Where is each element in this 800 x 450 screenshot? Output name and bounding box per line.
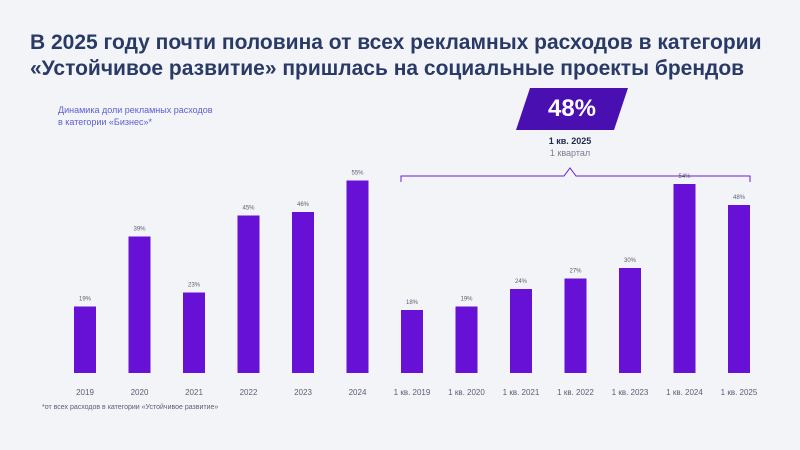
value-label-3: 45% [242, 206, 255, 212]
bar-6 [401, 310, 423, 373]
value-label-7: 19% [460, 297, 473, 303]
value-label-10: 30% [624, 258, 637, 264]
value-label-4: 46% [297, 202, 310, 208]
bar-9 [564, 278, 587, 373]
bar-7 [455, 306, 478, 373]
bar-3 [237, 215, 260, 373]
title-line-2: «Устойчивое развитие» пришлась на социал… [30, 57, 745, 80]
x-tick-label-12: 1 кв. 2025 [721, 388, 758, 397]
value-label-9: 27% [569, 269, 582, 275]
bar-5 [346, 180, 369, 373]
value-label-2: 23% [188, 283, 201, 289]
value-label-6: 18% [406, 300, 419, 306]
x-tick-label-0: 2019 [76, 388, 94, 397]
bar-8 [510, 289, 532, 373]
callout-label: 1 кв. 2025 [548, 136, 592, 146]
callout-badge: 48% [516, 88, 628, 130]
x-tick-label-10: 1 кв. 2023 [612, 388, 649, 397]
bar-10 [619, 268, 641, 373]
chart-subtitle: Динамика доли рекламных расходов в катег… [58, 104, 278, 128]
bar-2 [183, 292, 205, 373]
bracket-line [400, 167, 751, 182]
page-title: В 2025 году почти половина от всех рекла… [30, 30, 770, 82]
value-label-12: 48% [733, 195, 746, 201]
x-tick-label-1: 2020 [131, 388, 149, 397]
bar-12 [728, 205, 750, 373]
x-tick-label-3: 2022 [240, 388, 258, 397]
quarter-bracket [400, 167, 751, 182]
bars [74, 180, 750, 373]
subtitle-line-2: в категории «Бизнес»* [58, 117, 152, 127]
x-tick-label-8: 1 кв. 2021 [503, 388, 540, 397]
value-labels: 19% 39% 23% 45% 46% 55% 18% 19% 24% 27% 30% 54% 48% [79, 171, 746, 307]
value-label-8: 24% [515, 279, 528, 285]
bar-0 [74, 306, 96, 373]
x-tick-label-4: 2023 [294, 388, 312, 397]
x-tick-label-5: 2024 [349, 388, 367, 397]
footnote: *от всех расходов в категории «Устойчиво… [42, 404, 219, 411]
x-tick-label-9: 1 кв. 2022 [557, 388, 594, 397]
bar-11 [673, 184, 696, 373]
value-label-1: 39% [133, 227, 146, 233]
x-tick-labels: 2019 2020 2021 2022 2023 2024 1 кв. 2019 1 кв. … [76, 388, 758, 397]
value-label-5: 55% [351, 171, 364, 177]
bar-4 [292, 212, 314, 373]
value-label-0: 19% [79, 297, 92, 303]
callout-sublabel: 1 квартал [549, 148, 591, 158]
x-tick-label-2: 2021 [185, 388, 203, 397]
value-label-11: 54% [678, 174, 691, 180]
callout-value: 48% [547, 95, 597, 122]
x-tick-label-6: 1 кв. 2019 [394, 388, 431, 397]
title-line-1: В 2025 году почти половина от всех рекла… [30, 31, 762, 54]
x-tick-label-11: 1 кв. 2024 [666, 388, 703, 397]
x-tick-label-7: 1 кв. 2020 [448, 388, 485, 397]
bar-1 [128, 236, 151, 373]
subtitle-line-1: Динамика доли рекламных расходов [58, 105, 213, 115]
